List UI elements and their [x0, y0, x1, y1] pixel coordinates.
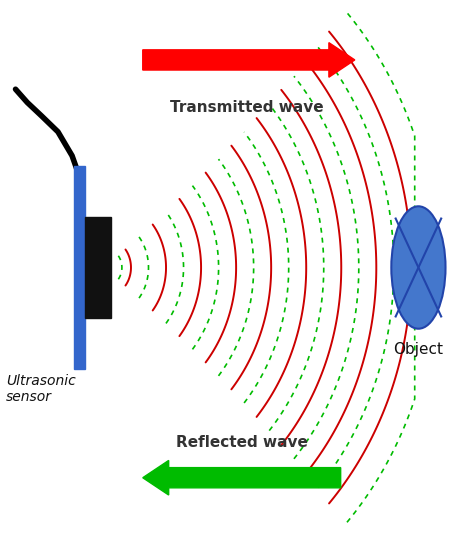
FancyArrow shape: [143, 461, 341, 495]
Ellipse shape: [392, 207, 446, 328]
Bar: [74, 166, 85, 369]
FancyArrow shape: [143, 43, 355, 77]
Bar: [85, 217, 111, 318]
Text: Object: Object: [393, 342, 443, 357]
Text: Reflected wave: Reflected wave: [176, 435, 308, 450]
Text: Ultrasonic
sensor: Ultrasonic sensor: [6, 374, 76, 404]
Text: Transmitted wave: Transmitted wave: [170, 100, 323, 115]
